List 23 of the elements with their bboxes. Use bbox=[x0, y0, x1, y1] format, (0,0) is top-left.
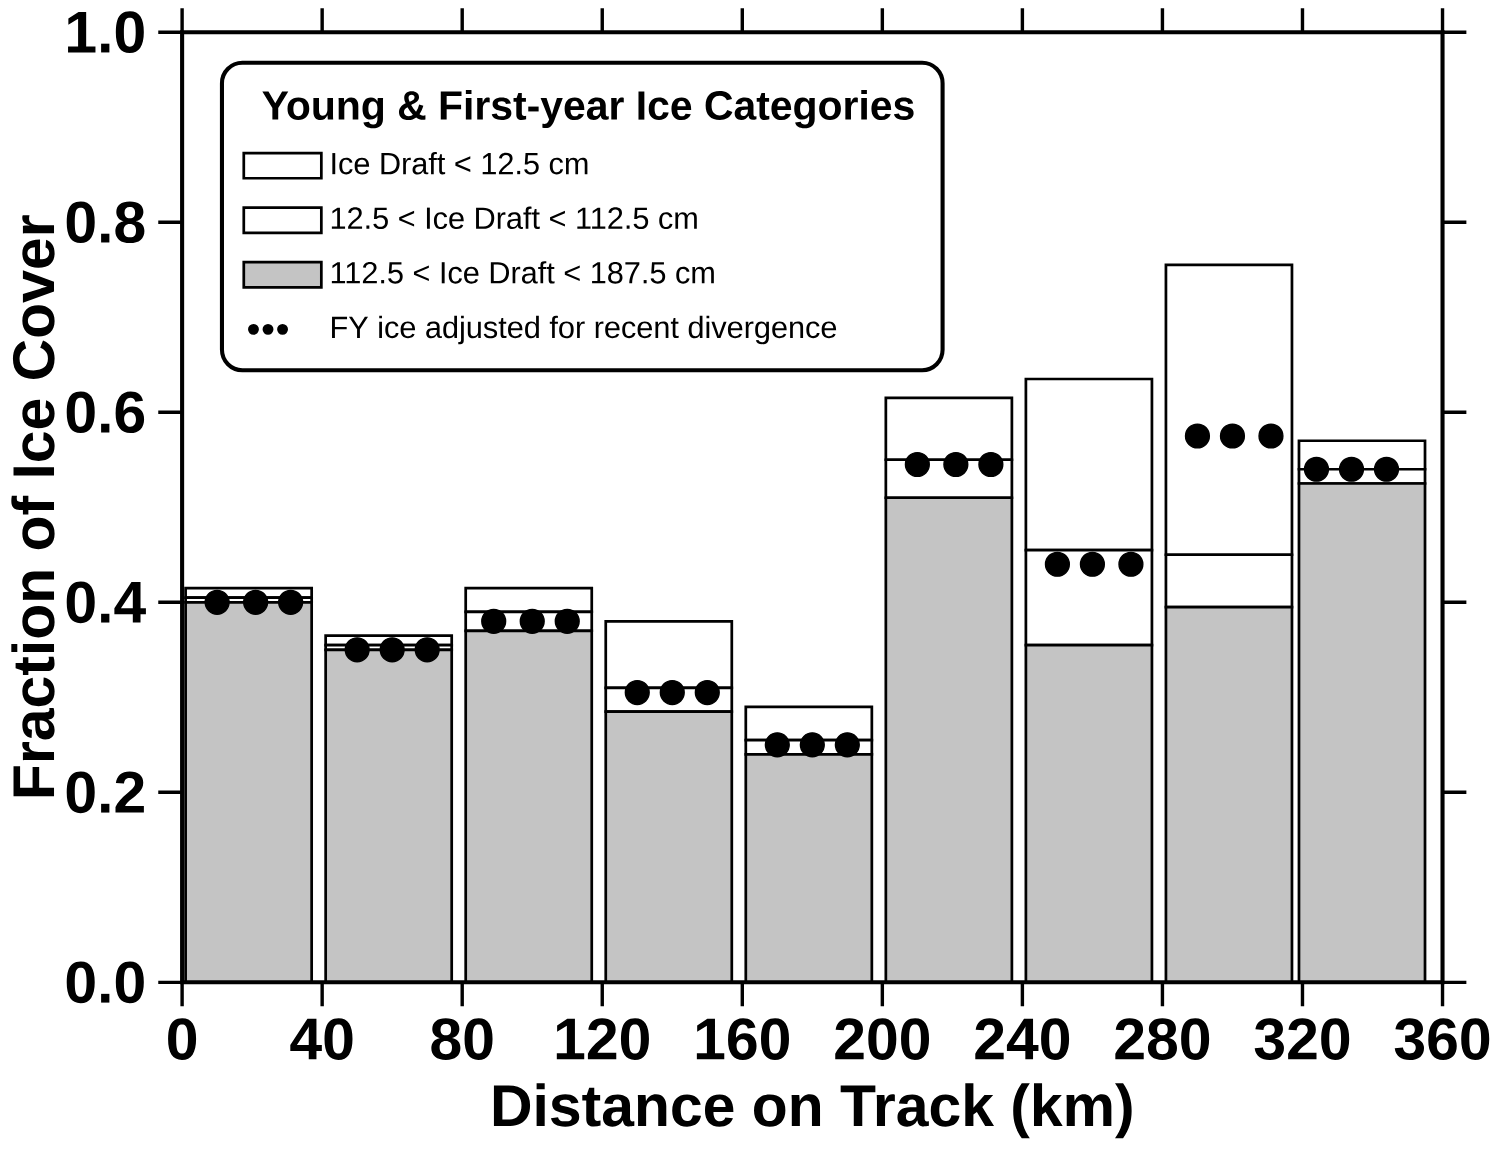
x-tick-label: 200 bbox=[835, 1018, 930, 1061]
x-tick-label: 160 bbox=[696, 1018, 789, 1061]
legend-label: FY ice adjusted for recent divergence bbox=[332, 315, 837, 345]
x-tick-label: 40 bbox=[290, 1018, 353, 1061]
legend-label: 12.5 < Ice Draft < 112.5 cm bbox=[331, 206, 697, 230]
x-tick-label: 240 bbox=[975, 1018, 1070, 1061]
y-tick-label: 0.0 bbox=[66, 961, 144, 1004]
y-tick-label: 0.4 bbox=[66, 581, 146, 624]
x-tick-label: 0 bbox=[168, 1018, 197, 1061]
x-tick-label: 320 bbox=[1254, 1018, 1350, 1061]
x-tick-label: 80 bbox=[431, 1018, 493, 1061]
x-tick-label: 360 bbox=[1394, 1018, 1490, 1061]
y-tick-label: 0.8 bbox=[66, 201, 145, 244]
x-tick-label: 280 bbox=[1115, 1018, 1210, 1061]
legend-title: Young & First-year Ice Categories bbox=[262, 90, 914, 129]
legend-label: 112.5 < Ice Draft < 187.5 cm bbox=[331, 261, 714, 284]
y-tick-label: 0.2 bbox=[66, 771, 144, 814]
y-tick-label: 1.0 bbox=[68, 11, 144, 54]
x-axis-title: Distance on Track (km) bbox=[493, 1083, 1132, 1139]
legend-label: Ice Draft < 12.5 cm bbox=[332, 152, 588, 175]
y-axis-title: Fraction of Ice Cover bbox=[11, 215, 55, 797]
y-tick-label: 0.6 bbox=[66, 391, 145, 434]
x-tick-label: 120 bbox=[556, 1018, 649, 1061]
